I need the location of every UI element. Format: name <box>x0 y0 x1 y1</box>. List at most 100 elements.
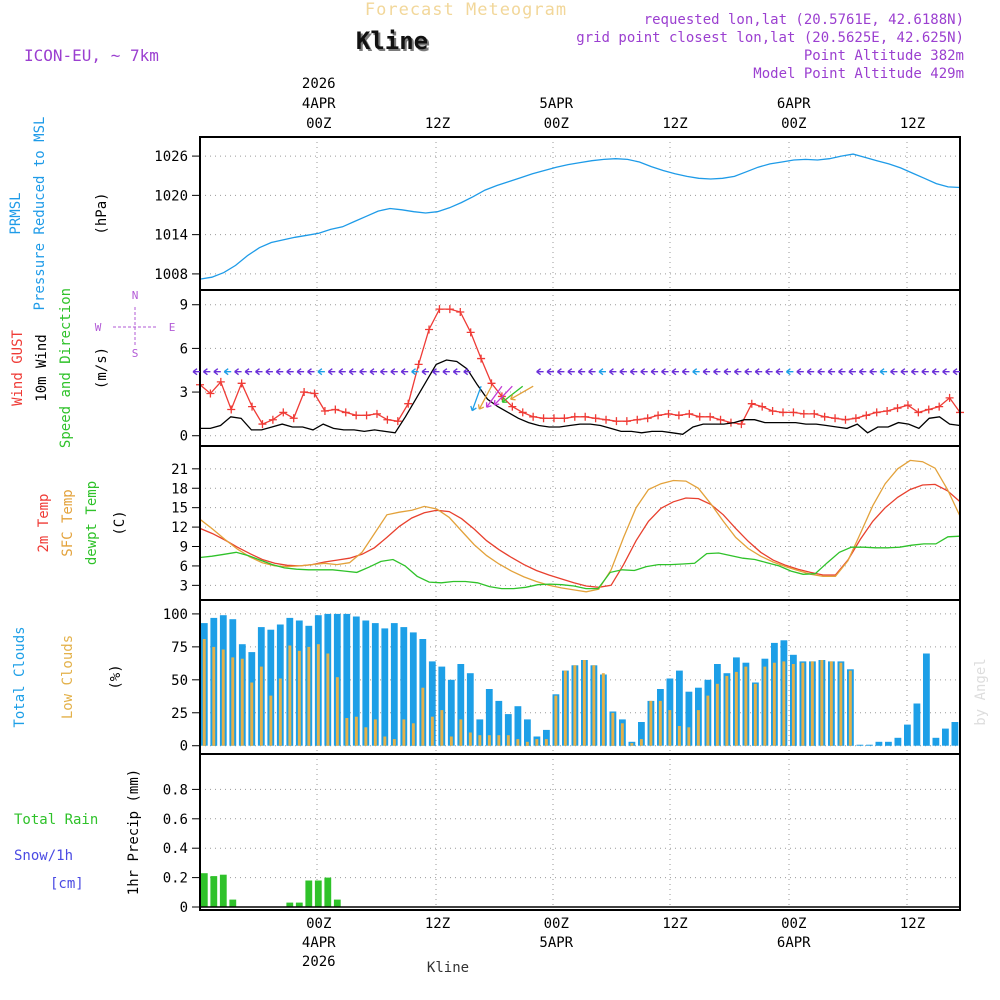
clouds-series-1-bar-58 <box>753 683 757 746</box>
wind-series-0-marker-40 <box>612 417 621 426</box>
top-time-label-0-0: 2026 <box>302 76 336 92</box>
clouds-series-1-bar-33 <box>516 739 520 746</box>
top-time-label-3-0: 12Z <box>662 116 687 132</box>
clouds-series-1-bar-56 <box>734 671 738 746</box>
temperature-label-1: SFC Temp <box>60 489 76 556</box>
wind-series-0-marker-34 <box>549 414 558 423</box>
location-title-front: Kline <box>356 27 428 55</box>
wind-series-0-marker-38 <box>591 414 600 423</box>
wind-series-0-marker-24 <box>445 305 454 314</box>
clouds-ytick-label-2: 50 <box>171 673 188 689</box>
clouds-series-0-bar-29 <box>476 719 484 746</box>
wind-series-0-marker-72 <box>945 393 954 402</box>
compass-cross <box>113 307 157 345</box>
wind-series-0-marker-5 <box>248 402 257 411</box>
wind-arrow-25 <box>452 368 461 376</box>
wind-ytick-label-2: 6 <box>180 341 188 357</box>
wind-arrow-49 <box>702 368 711 376</box>
clouds-series-1-bar-22 <box>411 723 415 746</box>
wind-series-0-marker-31 <box>518 408 527 417</box>
wind-series-0-marker-1 <box>206 389 215 398</box>
wind-series-0-marker-52 <box>737 420 746 429</box>
wind-arrow-6 <box>255 368 263 376</box>
precip-ytick-label-4: 0.8 <box>163 782 188 798</box>
wind-arrow-15 <box>348 368 357 376</box>
wind-arrow-29 <box>485 385 503 408</box>
wind-arrow-68 <box>900 368 908 376</box>
clouds-series-1-bar-26 <box>449 736 453 746</box>
clouds-series-1-bar-31 <box>497 735 501 746</box>
footer-label: Kline <box>427 960 469 976</box>
clouds-series-0-bar-21 <box>400 627 408 746</box>
wind-series-0-marker-53 <box>747 399 756 408</box>
location-title: Kline <box>358 29 430 57</box>
clouds-series-1-bar-1 <box>212 646 216 746</box>
clouds-series-0-bar-15 <box>343 613 351 746</box>
clouds-series-0-bar-34 <box>524 719 531 746</box>
pressure-label-1: Pressure Reduced to MSL <box>32 117 48 311</box>
info-grid-point: grid point closest lon,lat (20.5625E, 42… <box>576 30 964 46</box>
clouds-series-1-bar-66 <box>829 661 833 746</box>
temperature-panel: 3 6 9 12 15 18 21 2m Temp SFC Temp dewpt Temp (C) <box>36 445 961 601</box>
wind-arrow-22 <box>421 368 429 376</box>
wind-arrow-52 <box>734 368 742 376</box>
wind-arrow-33 <box>536 368 544 376</box>
wind-series-0-marker-56 <box>779 408 788 417</box>
clouds-series-0-bar-73 <box>894 737 902 746</box>
bottom-time-label-0-2: 2026 <box>302 954 336 970</box>
wind-series-0-marker-21 <box>414 360 423 369</box>
wind-series-0-marker-10 <box>300 388 309 397</box>
bottom-time-label-5-0: 12Z <box>900 916 925 932</box>
wind-series-0-marker-13 <box>331 405 340 414</box>
clouds-series-0-bar-51 <box>685 691 693 746</box>
top-time-label-1-0: 12Z <box>425 116 450 132</box>
wind-arrow-4 <box>234 368 242 376</box>
clouds-series-0-bar-36 <box>543 729 550 746</box>
clouds-series-0-bar-77 <box>932 737 940 746</box>
clouds-ytick-label-3: 75 <box>171 640 188 656</box>
clouds-series-1-bar-9 <box>288 645 292 746</box>
wind-arrow-44 <box>650 368 659 376</box>
wind-arrow-21 <box>411 368 419 376</box>
wind-arrow-8 <box>275 368 284 376</box>
wind-label-1: 10m Wind <box>34 334 50 401</box>
wind-arrow-35 <box>557 368 565 376</box>
wind-series-0-marker-32 <box>529 412 538 421</box>
wind-arrow-14 <box>338 368 346 376</box>
wind-compass: N E S W <box>95 289 176 360</box>
pressure-ytick-label-3: 1026 <box>154 149 188 165</box>
bottom-time-label-2-1: 5APR <box>539 935 573 951</box>
clouds-series-1-bar-15 <box>345 718 349 746</box>
temperature-ytick-label-4: 15 <box>171 501 188 517</box>
precip-ytick-label-3: 0.6 <box>163 812 188 828</box>
clouds-series-1-bar-25 <box>440 710 444 746</box>
clouds-frame <box>199 599 961 755</box>
bottom-time-axis: 00Z 4APR 2026 12Z 00Z 5APR 12Z 00Z 6APR 12Z <box>302 916 925 970</box>
clouds-series-1-bar-18 <box>373 719 377 746</box>
wind-series-0-marker-47 <box>685 409 694 418</box>
wind-ytick-label-0: 0 <box>180 429 188 445</box>
clouds-series-1-bar-68 <box>848 670 852 746</box>
temperature-series-1-line <box>199 459 961 593</box>
clouds-series-1-bar-30 <box>487 735 491 746</box>
wind-series-0-marker-60 <box>820 412 829 421</box>
wind-arrow-47 <box>681 368 690 376</box>
wind-unit: (m/s) <box>94 347 110 389</box>
temperature-ytick-label-3: 12 <box>171 520 188 536</box>
clouds-series-1-bar-59 <box>763 666 767 746</box>
wind-series-0-marker-54 <box>758 402 767 411</box>
wind-arrow-40 <box>609 368 617 376</box>
wind-arrow-71 <box>931 368 940 376</box>
wind-arrow-51 <box>723 368 731 376</box>
clouds-ytick-label-0: 0 <box>180 739 188 755</box>
precip-series-0-bar-2 <box>219 874 227 907</box>
bottom-time-label-4-0: 00Z <box>781 916 806 932</box>
wind-arrow-61 <box>827 368 836 376</box>
clouds-series-0-bar-74 <box>904 724 911 746</box>
bottom-time-label-1-0: 12Z <box>425 916 450 932</box>
wind-series-0-marker-66 <box>883 406 892 415</box>
clouds-series-1-bar-50 <box>677 726 681 746</box>
wind-series-0-marker-22 <box>425 325 434 334</box>
wind-arrow-32 <box>510 385 534 401</box>
precip-ytick-label-0: 0 <box>180 900 188 916</box>
